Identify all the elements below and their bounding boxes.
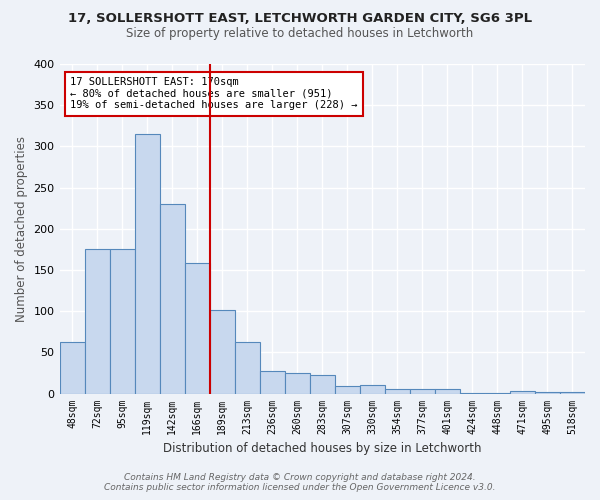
Text: Size of property relative to detached houses in Letchworth: Size of property relative to detached ho… xyxy=(127,28,473,40)
Bar xyxy=(285,373,310,394)
Bar xyxy=(85,250,110,394)
Bar xyxy=(535,392,560,394)
Bar xyxy=(110,250,134,394)
Bar xyxy=(360,386,385,394)
Bar xyxy=(134,134,160,394)
Bar xyxy=(209,310,235,394)
Bar xyxy=(185,264,209,394)
Y-axis label: Number of detached properties: Number of detached properties xyxy=(15,136,28,322)
Bar xyxy=(335,386,360,394)
X-axis label: Distribution of detached houses by size in Letchworth: Distribution of detached houses by size … xyxy=(163,442,482,455)
Text: 17 SOLLERSHOTT EAST: 170sqm
← 80% of detached houses are smaller (951)
19% of se: 17 SOLLERSHOTT EAST: 170sqm ← 80% of det… xyxy=(70,77,358,110)
Bar xyxy=(510,391,535,394)
Bar xyxy=(410,388,435,394)
Bar xyxy=(560,392,585,394)
Bar xyxy=(260,372,285,394)
Bar xyxy=(385,388,410,394)
Bar xyxy=(435,390,460,394)
Bar xyxy=(485,392,510,394)
Bar xyxy=(460,392,485,394)
Bar xyxy=(59,342,85,394)
Bar xyxy=(310,376,335,394)
Text: 17, SOLLERSHOTT EAST, LETCHWORTH GARDEN CITY, SG6 3PL: 17, SOLLERSHOTT EAST, LETCHWORTH GARDEN … xyxy=(68,12,532,26)
Bar xyxy=(235,342,260,394)
Text: Contains HM Land Registry data © Crown copyright and database right 2024.
Contai: Contains HM Land Registry data © Crown c… xyxy=(104,473,496,492)
Bar xyxy=(160,204,185,394)
